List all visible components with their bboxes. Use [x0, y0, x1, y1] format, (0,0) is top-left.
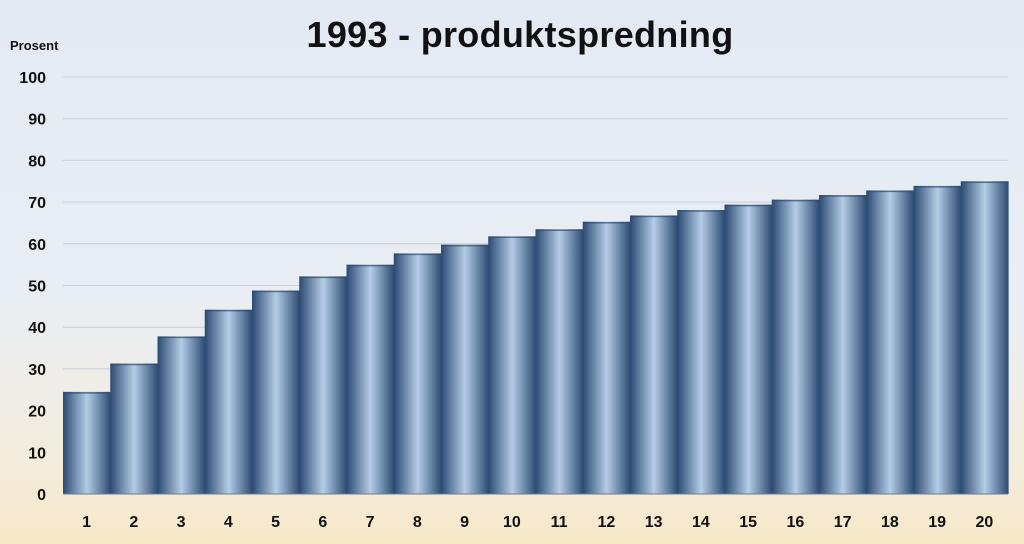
x-tick-label: 5	[271, 514, 280, 531]
bar	[204, 309, 253, 494]
x-tick-label: 19	[928, 514, 946, 531]
bar	[441, 244, 489, 494]
x-tick-label: 2	[129, 514, 138, 531]
x-tick-label: 18	[881, 514, 899, 531]
x-tick-label: 15	[739, 514, 757, 531]
y-tick-label: 30	[28, 362, 46, 379]
x-tick-label: 7	[366, 514, 375, 531]
x-tick-label: 11	[551, 514, 568, 531]
y-tick-label: 70	[28, 195, 46, 212]
bar	[677, 210, 726, 494]
y-tick-label: 50	[28, 279, 46, 296]
y-tick-label: 0	[37, 487, 46, 504]
bar	[110, 363, 159, 494]
bar	[582, 221, 631, 494]
bar	[157, 336, 206, 494]
y-tick-label: 60	[28, 237, 46, 254]
x-tick-label: 14	[692, 514, 710, 531]
bar	[252, 290, 300, 494]
bar	[630, 215, 678, 494]
bar	[346, 264, 395, 494]
x-tick-label: 13	[645, 514, 663, 531]
y-tick-label: 10	[28, 445, 46, 462]
x-tick-label: 10	[503, 514, 521, 531]
x-tick-label: 9	[460, 514, 469, 531]
x-tick-label: 16	[786, 514, 804, 531]
chart-title: 1993 - produktspredning	[306, 14, 734, 55]
bar	[771, 199, 820, 494]
x-tick-label: 8	[413, 514, 422, 531]
bars	[63, 181, 1009, 495]
bar	[724, 204, 773, 495]
x-tick-label: 20	[975, 514, 993, 531]
bar	[63, 391, 111, 494]
x-tick-label: 4	[224, 514, 233, 531]
y-tick-label: 20	[28, 404, 46, 421]
bar	[299, 276, 348, 494]
bar	[488, 236, 537, 494]
bar	[866, 190, 915, 494]
x-tick-labels: 1 2 3 4 5 6 7 8 9 10 11 12 13 14 15 16 17 18 19 20	[82, 514, 993, 531]
x-tick-label: 12	[597, 514, 615, 531]
bar	[819, 195, 867, 495]
x-tick-label: 3	[177, 514, 186, 531]
y-tick-label: 100	[19, 70, 46, 87]
y-axis-label: Prosent	[10, 38, 59, 53]
x-tick-label: 17	[834, 514, 852, 531]
bar	[913, 185, 962, 494]
bar	[535, 229, 584, 494]
x-tick-label: 6	[318, 514, 327, 531]
y-tick-label: 90	[28, 112, 46, 129]
y-tick-labels: 0 10 20 30 40 50 60 70 80 90 100	[19, 70, 46, 504]
bar	[393, 253, 442, 494]
y-tick-label: 80	[28, 153, 46, 170]
x-tick-label: 1	[82, 514, 91, 531]
bar	[960, 181, 1009, 494]
y-tick-label: 40	[28, 320, 46, 337]
